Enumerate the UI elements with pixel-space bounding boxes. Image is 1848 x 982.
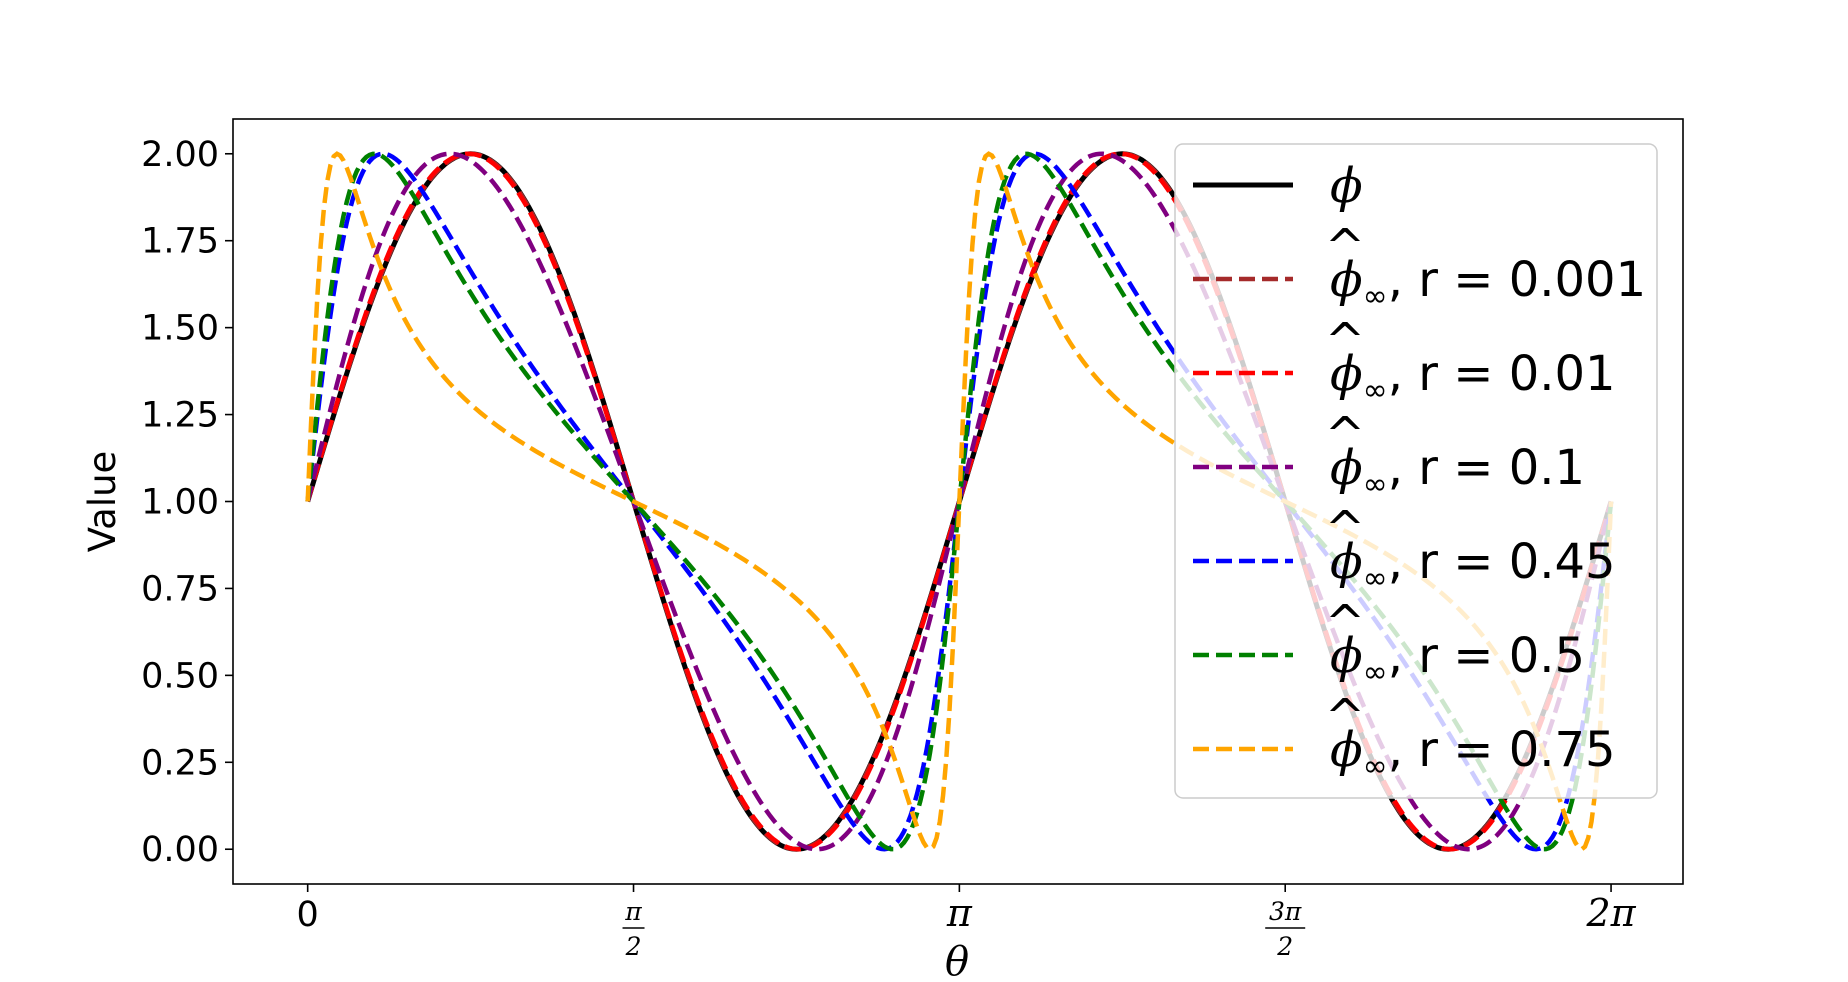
svg-text:π: π [624,897,642,926]
y-tick-label: 1.25 [141,396,219,436]
y-tick-label: 1.50 [141,309,219,349]
legend-hat: ^ [1325,407,1365,463]
legend-label: ϕ [1330,158,1363,214]
y-tick-label: 0.50 [141,656,219,696]
legend-label: ϕ∞, r = 0.45 [1330,534,1616,596]
y-tick-label: 1.75 [141,222,219,262]
legend: ϕϕ∞, r = 0.001^ϕ∞, r = 0.01^ϕ∞, r = 0.1^… [1174,143,1658,799]
series-line-2 [305,151,1614,852]
legend-label: ϕ∞, r = 0.5 [1330,628,1585,690]
legend-hat: ^ [1325,313,1365,369]
x-axis-label: θ [945,939,969,982]
svg-text:2: 2 [1276,932,1293,961]
legend-hat: ^ [1325,501,1365,557]
x-tick-label: π2 [622,897,645,961]
legend-label: ϕ∞, r = 0.75 [1330,722,1616,784]
x-tick-label: 0 [297,895,319,935]
x-tick-label: π [946,891,973,935]
y-tick-label: 0.75 [141,569,219,609]
y-axis-label: Value [81,451,124,553]
svg-text:3π: 3π [1269,897,1302,926]
y-tick-label: 2.00 [141,135,219,175]
legend-box [1174,143,1658,799]
x-tick-label: 2π [1585,891,1636,935]
legend-hat: ^ [1325,595,1365,651]
y-axis: 0.00 0.25 0.50 0.75 1.00 1.25 1.50 1.75 2.00 [141,135,233,870]
legend-label: ϕ∞, r = 0.1 [1330,440,1585,502]
legend-hat: ^ [1325,219,1365,275]
y-tick-label: 0.25 [141,743,219,783]
y-tick-label: 1.00 [141,483,219,523]
svg-text:2: 2 [625,932,642,961]
legend-hat: ^ [1325,689,1365,745]
legend-label: ϕ∞, r = 0.001 [1330,252,1646,314]
y-tick-label: 0.00 [141,830,219,870]
x-tick-label: 3π2 [1265,897,1306,961]
legend-label: ϕ∞, r = 0.01 [1330,346,1616,408]
